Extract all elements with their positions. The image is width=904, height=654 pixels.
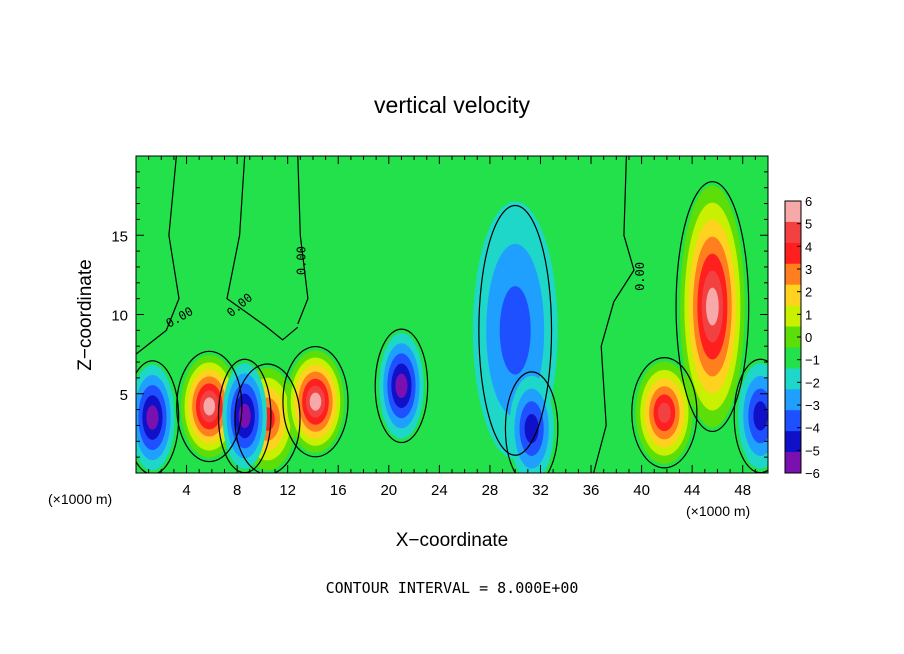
contour-band (657, 402, 671, 423)
y-tick-label: 15 (111, 228, 128, 245)
updraft-cell-2 (286, 350, 345, 453)
colorbar-swatch (785, 326, 801, 348)
contour-interval-footer: CONTOUR INTERVAL = 8.000E+00 (326, 579, 579, 597)
zero-contour-ring (675, 181, 750, 433)
x-tick-label: 28 (482, 482, 499, 499)
x-tick-label: 32 (532, 482, 549, 499)
downdraft-cell-10 (738, 363, 768, 469)
downdraft-cell-9 (509, 375, 554, 473)
colorbar-swatch (785, 242, 801, 265)
x-unit-left: (×1000 m) (48, 491, 112, 507)
colorbar-swatch (785, 410, 801, 432)
colorbar-swatch (785, 201, 801, 223)
colorbar-tick-label: 3 (805, 262, 812, 277)
zero-contour-ring (282, 345, 349, 458)
contour-band (146, 405, 159, 430)
colorbar-tick-label: −1 (805, 353, 820, 368)
x-axis-label: X−coordinate (396, 530, 509, 551)
y-axis: 5 10 15 (111, 155, 768, 474)
zero-contour-ring (374, 328, 429, 444)
colorbar-tick-label: −6 (805, 466, 820, 481)
contour-band (499, 286, 531, 375)
colorbar-swatch (785, 347, 801, 369)
x-tick-label: 8 (233, 482, 241, 499)
contour-band (309, 392, 322, 411)
x-tick-label: 12 (279, 482, 296, 499)
velocity-field (136, 185, 768, 473)
zero-contour-ring (504, 371, 559, 473)
zero-contour-ring (234, 363, 301, 473)
downdraft-cell-7 (379, 333, 424, 439)
updraft-cell-3 (635, 361, 693, 464)
colorbar-tick-label: −4 (805, 421, 820, 436)
y-tick-label: 5 (120, 387, 128, 404)
colorbar-tick-label: −3 (805, 398, 820, 413)
colorbar: 6 5 4 3 2 1 0 −1 −2 −3 −4 −5 −6 (784, 194, 820, 481)
colorbar-swatch (785, 368, 801, 390)
colorbar-tick-label: 6 (805, 194, 812, 209)
plot-area (136, 156, 768, 473)
zero-contour-line (226, 156, 299, 341)
downdraft-cell-6 (222, 363, 267, 469)
colorbar-swatch (785, 452, 801, 474)
contour-band (203, 397, 216, 416)
x-tick-label: 24 (431, 482, 448, 499)
zero-contour-line (297, 156, 309, 325)
contour-label: 0.00 (633, 262, 647, 291)
contour-band (753, 401, 768, 431)
zero-contour-ring (136, 360, 180, 473)
x-tick-label: 20 (380, 482, 397, 499)
colorbar-swatch (785, 389, 801, 411)
x-tick-label: 16 (330, 482, 347, 499)
x-axis: 4 8 12 16 20 24 28 32 36 40 44 48 (135, 156, 769, 499)
x-tick-label: 4 (182, 482, 190, 499)
colorbar-swatch (785, 431, 801, 453)
colorbar-swatch (785, 263, 801, 286)
colorbar-swatch (785, 284, 801, 307)
colorbar-tick-label: 0 (805, 330, 812, 345)
colorbar-tick-label: 1 (805, 307, 812, 322)
x-tick-label: 44 (684, 482, 701, 499)
contour-band (706, 287, 719, 326)
x-unit-right: (×1000 m) (686, 503, 750, 519)
colorbar-tick-label: 4 (805, 239, 812, 254)
colorbar-swatch (785, 221, 801, 244)
updraft-cell-4 (680, 185, 745, 428)
colorbar-tick-label: 2 (805, 285, 812, 300)
zero-contour-line (593, 156, 635, 473)
contour-band (524, 413, 539, 444)
zero-contour-ring (631, 357, 698, 469)
colorbar-tick-label: −2 (805, 375, 820, 390)
contour-label: 0.00 (294, 246, 308, 275)
x-tick-label: 40 (633, 482, 650, 499)
y-tick-label: 10 (111, 308, 128, 325)
colorbar-swatch (785, 305, 801, 328)
colorbar-tick-label: 5 (805, 217, 812, 232)
zero-contour-ring (176, 350, 243, 463)
zero-contour-ring (478, 204, 553, 456)
x-tick-label: 48 (734, 482, 751, 499)
chart-title: vertical velocity (374, 92, 530, 118)
x-tick-label: 36 (583, 482, 600, 499)
contour-band (395, 373, 408, 398)
colorbar-tick-label: −5 (805, 443, 820, 458)
downdraft-cell-5 (136, 364, 175, 471)
zero-contour-line (136, 156, 180, 355)
y-axis-label: Z−coordinate (75, 259, 96, 370)
